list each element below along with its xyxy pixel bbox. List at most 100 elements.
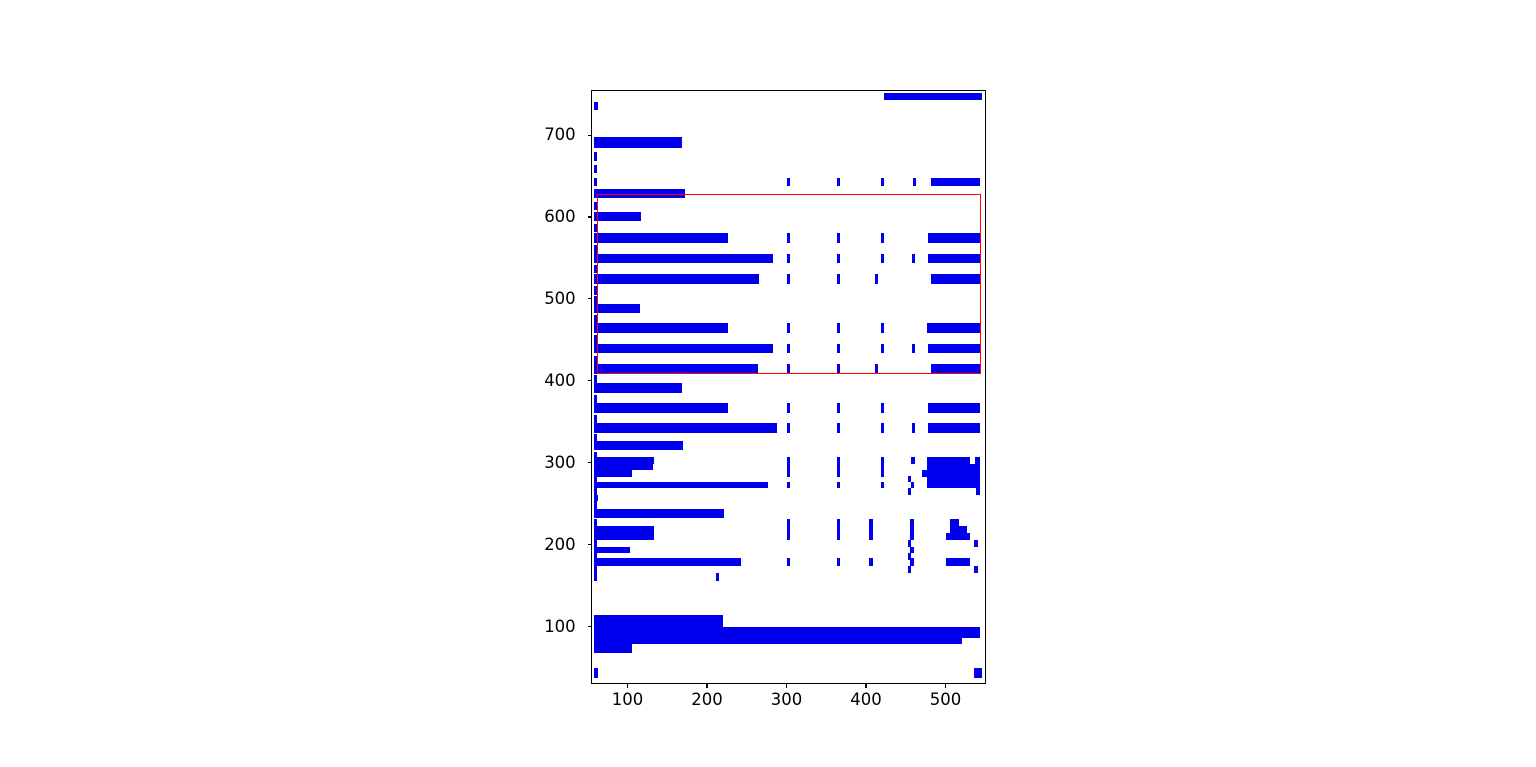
bar-segment <box>594 667 598 678</box>
bar-segment <box>949 525 968 533</box>
bar-segment <box>786 525 790 533</box>
bar-segment <box>973 539 978 547</box>
bar-segment <box>926 322 980 333</box>
bar-segment <box>593 463 654 471</box>
bar-segment <box>593 374 597 384</box>
bar-segment <box>909 558 914 566</box>
bar-segment <box>786 470 790 477</box>
x-tick-label: 500 <box>929 690 962 709</box>
bar-segment <box>911 253 915 263</box>
x-tick-label: 400 <box>850 690 882 709</box>
bar-segment <box>973 565 978 574</box>
bar-segment <box>869 519 873 527</box>
x-tick-label: 100 <box>611 690 644 709</box>
bar-segment <box>836 470 841 477</box>
x-tick-label: 200 <box>691 690 723 709</box>
bar-segment <box>593 422 778 433</box>
bar-segment <box>836 422 841 433</box>
bar-segment <box>875 273 879 284</box>
bar-segment <box>593 573 597 581</box>
bar-segment <box>910 457 915 464</box>
bar-segment <box>593 457 654 464</box>
bar-segment <box>880 422 884 433</box>
y-tick-label: 500 <box>544 288 576 308</box>
bar-segment <box>593 525 654 533</box>
bar-segment <box>593 488 597 495</box>
bar-segment <box>880 322 884 333</box>
bar-segment <box>593 553 597 560</box>
bar-segment <box>593 355 597 364</box>
bar-segment <box>928 232 980 243</box>
bar-segment <box>786 463 790 471</box>
bar-segment <box>593 494 598 502</box>
bar-segment <box>786 403 790 413</box>
bar-segment <box>907 539 911 547</box>
bar-segment <box>836 177 841 187</box>
bar-segment <box>593 565 597 574</box>
bar-segment <box>593 244 597 254</box>
bar-segment <box>926 457 971 464</box>
bar-segment <box>930 177 980 187</box>
y-tick-mark <box>587 462 592 464</box>
y-tick-mark <box>587 626 592 628</box>
bar-segment <box>593 177 597 187</box>
bar-segment <box>907 553 911 560</box>
bar-segment <box>786 232 790 243</box>
bar-segment <box>913 177 917 187</box>
bar-segment <box>716 573 720 581</box>
bar-segment <box>786 322 790 333</box>
x-tick-mark <box>785 684 787 688</box>
bar-segment <box>973 667 982 678</box>
y-tick-label: 200 <box>544 534 576 554</box>
bar-segment <box>593 533 654 541</box>
bar-segment <box>928 343 980 353</box>
bar-segment <box>880 177 884 187</box>
bar-segment <box>786 363 790 374</box>
bar-segment <box>880 253 884 263</box>
bar-segment <box>836 273 841 284</box>
bar-segment <box>593 223 597 232</box>
bar-segment <box>786 422 790 433</box>
y-tick-label: 400 <box>544 370 576 390</box>
bar-segment <box>593 509 724 519</box>
bar-segment <box>593 615 724 627</box>
bar-segment <box>786 457 790 464</box>
bar-segment <box>593 232 728 243</box>
bar-segment <box>836 322 841 333</box>
bar-segment <box>869 558 873 566</box>
bar-segment <box>975 488 980 495</box>
bar-segment <box>926 476 980 483</box>
bar-segment <box>593 546 631 554</box>
bar-segment <box>928 403 980 413</box>
bar-segment <box>594 101 598 110</box>
bar-segment <box>907 565 911 574</box>
bar-segment <box>911 422 915 433</box>
bar-segment <box>786 177 790 187</box>
bar-segment <box>869 533 873 541</box>
bar-segment <box>593 334 597 344</box>
y-tick-mark <box>587 134 592 136</box>
bar-segment <box>593 314 597 323</box>
bar-segment <box>593 273 759 284</box>
bar-segment <box>921 470 980 477</box>
y-tick-mark <box>587 544 592 546</box>
bar-segment <box>930 273 980 284</box>
bar-segment <box>593 481 769 489</box>
bar-segment <box>593 403 728 413</box>
bar-segment <box>593 635 962 645</box>
bar-segment <box>926 463 980 471</box>
bar-segment <box>593 164 597 173</box>
y-tick-mark <box>587 298 592 300</box>
bar-segment <box>907 488 911 495</box>
bar-segment <box>836 232 841 243</box>
bar-segment <box>593 441 684 451</box>
x-tick-label: 300 <box>770 690 803 709</box>
y-tick-label: 700 <box>544 125 576 145</box>
bar-segment <box>786 481 790 489</box>
bar-segment <box>880 232 884 243</box>
bar-segment <box>880 463 884 471</box>
bar-segment <box>883 93 982 101</box>
bar-segment <box>880 481 884 489</box>
bar-segment <box>880 457 884 464</box>
